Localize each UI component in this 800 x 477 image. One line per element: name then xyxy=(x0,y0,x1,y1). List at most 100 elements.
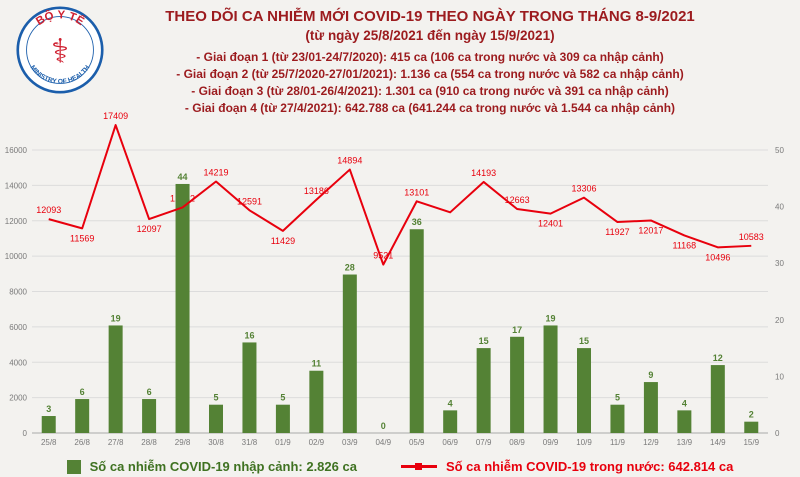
phase-4-summary: - Giai đoạn 4 (từ 27/4/2021): 642.788 ca… xyxy=(184,101,676,115)
bar xyxy=(75,399,90,433)
x-axis-label: 31/8 xyxy=(242,438,258,447)
line-value-label: 9521 xyxy=(373,251,393,261)
right-axis-tick-label: 50 xyxy=(775,146,784,155)
left-axis-tick-label: 0 xyxy=(23,429,28,438)
bar-value-label: 16 xyxy=(244,330,254,340)
x-axis-label: 05/9 xyxy=(409,438,425,447)
x-axis-label: 26/8 xyxy=(74,438,90,447)
legend-item-domestic: Số ca nhiễm COVID-19 trong nước: 642.814… xyxy=(400,459,734,474)
line-value-label: 11168 xyxy=(673,240,697,250)
bar-value-label: 4 xyxy=(448,398,453,408)
line-value-label: 14219 xyxy=(203,168,228,178)
bar-value-label: 28 xyxy=(345,263,355,273)
phase-summary: - Giai đoạn 1 (từ 23/01-24/7/2020): 415 … xyxy=(100,49,760,117)
bar xyxy=(643,382,658,433)
x-axis-label: 10/9 xyxy=(576,438,592,447)
bar xyxy=(744,421,759,433)
legend-line-label: Số ca nhiễm COVID-19 trong nước: 642.814… xyxy=(445,459,734,474)
line-value-label: 13101 xyxy=(404,187,429,197)
left-axis-tick-label: 2000 xyxy=(9,394,27,403)
bar-value-label: 19 xyxy=(111,313,121,323)
line-value-label: 13306 xyxy=(571,184,596,194)
bar-value-label: 17 xyxy=(512,325,522,335)
ministry-of-health-logo-graphic: BỘ Y TẾ MINISTRY OF HEALTH ⚕ xyxy=(16,6,104,94)
right-axis-tick-label: 40 xyxy=(775,203,784,212)
bar xyxy=(710,365,725,433)
line-value-label: 11429 xyxy=(271,236,295,246)
line-value-label: 13186 xyxy=(304,186,329,196)
legend-line-marker xyxy=(414,463,422,470)
left-axis-tick-label: 6000 xyxy=(9,323,27,332)
bar-value-label: 12 xyxy=(713,353,723,363)
bar-value-label: 11 xyxy=(312,359,322,369)
line-value-label: 12591 xyxy=(237,196,262,206)
bar-value-label: 4 xyxy=(682,398,687,408)
bar xyxy=(409,229,424,433)
left-axis-tick-label: 14000 xyxy=(5,181,28,190)
logo-inner-ring xyxy=(26,16,94,84)
line-value-label: 12663 xyxy=(505,195,530,205)
logo-title-text: BỘ Y TẾ xyxy=(34,9,87,28)
x-axis-label: 03/9 xyxy=(342,438,358,447)
line-value-label: 10583 xyxy=(739,232,764,242)
bar-value-label: 6 xyxy=(147,387,152,397)
x-axis-label: 04/9 xyxy=(375,438,391,447)
legend-bar-swatch xyxy=(66,459,81,474)
phase-3-summary: - Giai đoạn 3 (từ 28/01-26/4/2021): 1.30… xyxy=(191,84,669,98)
page-subtitle: (từ ngày 25/8/2021 đến ngày 15/9/2021) xyxy=(305,28,555,43)
x-axis-label: 07/9 xyxy=(476,438,492,447)
bar-value-label: 5 xyxy=(280,393,285,403)
bar-value-label: 44 xyxy=(178,172,188,182)
bar xyxy=(309,370,324,433)
right-axis-tick-label: 20 xyxy=(775,316,784,325)
bar xyxy=(142,399,157,433)
bar xyxy=(543,325,558,433)
bar xyxy=(242,342,257,433)
chart-legend: Số ca nhiễm COVID-19 nhập cảnh: 2.826 ca… xyxy=(0,459,800,474)
bar-value-label: 15 xyxy=(479,336,489,346)
x-axis-label: 11/9 xyxy=(610,438,626,447)
bar-value-label: 19 xyxy=(546,313,556,323)
left-axis-tick-label: 4000 xyxy=(9,358,27,367)
bar xyxy=(677,410,692,433)
x-axis-label: 29/8 xyxy=(175,438,191,447)
ministry-of-health-logo: BỘ Y TẾ MINISTRY OF HEALTH ⚕ xyxy=(16,6,104,94)
medical-caduceus-icon: ⚕ xyxy=(51,33,69,70)
x-axis-label: 15/9 xyxy=(743,438,759,447)
line-series xyxy=(48,124,752,266)
bar-value-label: 2 xyxy=(749,410,754,420)
bar xyxy=(108,325,123,433)
line-value-label: 10496 xyxy=(705,252,730,262)
bar xyxy=(41,416,56,433)
x-axis-label: 09/9 xyxy=(543,438,559,447)
bar xyxy=(510,336,525,433)
bar xyxy=(577,348,591,433)
x-axis-label: 08/9 xyxy=(509,438,525,447)
line-value-label: 14894 xyxy=(337,156,362,166)
right-axis-tick-label: 0 xyxy=(775,429,780,438)
line-value-label: 11569 xyxy=(70,233,94,243)
bar-value-label: 9 xyxy=(648,370,653,380)
right-axis-tick-label: 10 xyxy=(775,372,784,381)
line-value-label: 12401 xyxy=(538,219,563,229)
line-value-label: 12097 xyxy=(137,224,162,234)
bar-value-label: 5 xyxy=(615,393,620,403)
x-axis-label: 06/9 xyxy=(442,438,458,447)
legend-bar-label: Số ca nhiễm COVID-19 nhập cảnh: 2.826 ca xyxy=(89,459,357,474)
bar xyxy=(476,348,491,433)
bar xyxy=(209,404,223,433)
line-value-label: 12017 xyxy=(638,225,663,235)
left-axis-tick-label: 10000 xyxy=(5,252,28,261)
line-value-label: 12093 xyxy=(36,205,61,215)
bar xyxy=(443,410,458,433)
phase-2-summary: - Giai đoạn 2 (từ 25/7/2020-27/01/2021):… xyxy=(176,67,684,81)
legend-line-swatch xyxy=(400,463,437,470)
bar xyxy=(610,404,625,433)
x-axis-label: 12/9 xyxy=(643,438,659,447)
phase-1-summary: - Giai đoạn 1 (từ 23/01-24/7/2020): 415 … xyxy=(196,50,664,64)
page-title: THEO DÕI CA NHIỄM MỚI COVID-19 THEO NGÀY… xyxy=(165,8,695,25)
left-axis-tick-label: 8000 xyxy=(9,288,27,297)
x-axis-label: 14/9 xyxy=(710,438,726,447)
